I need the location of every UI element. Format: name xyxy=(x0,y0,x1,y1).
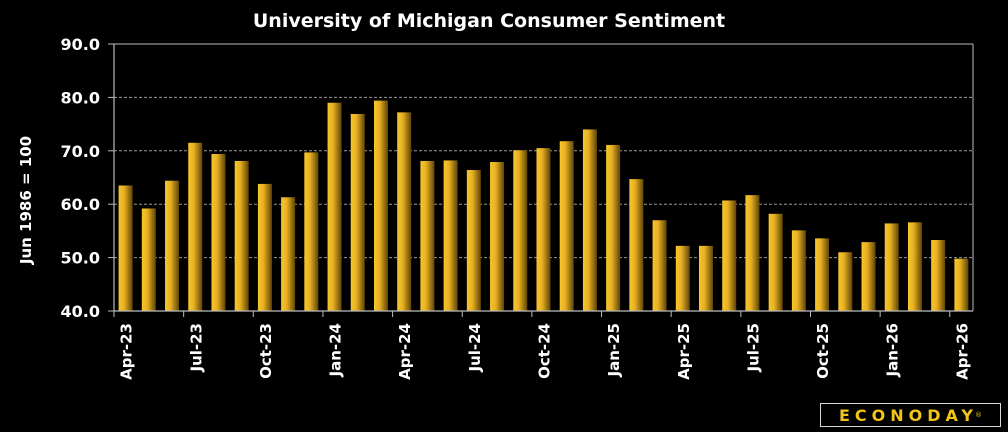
x-tick-label: Apr-23 xyxy=(118,323,136,380)
axes xyxy=(113,43,974,312)
bar xyxy=(536,148,551,311)
y-tick-label: 70.0 xyxy=(61,142,100,161)
bar xyxy=(652,220,667,311)
x-axis-ticks: Apr-23 Jul-23 Oct-23 Jan-24 Apr-24 Jul-24 Oct-… xyxy=(113,311,971,380)
y-axis-ticks: 40.0 50.0 60.0 70.0 80.0 90.0 xyxy=(61,35,114,321)
bar xyxy=(257,183,272,311)
bar xyxy=(791,230,806,311)
bar xyxy=(188,142,203,311)
bar xyxy=(722,200,737,311)
bar xyxy=(629,179,644,311)
bar xyxy=(559,141,574,311)
bar xyxy=(420,160,435,311)
bar xyxy=(490,162,505,311)
y-tick-label: 50.0 xyxy=(61,249,100,268)
bar xyxy=(373,100,388,311)
bar xyxy=(443,160,458,311)
bar xyxy=(768,213,783,311)
bar xyxy=(397,112,412,312)
x-tick-label: Oct-25 xyxy=(814,323,832,379)
x-tick-label: Oct-23 xyxy=(257,323,275,379)
y-tick-label: 80.0 xyxy=(61,88,100,107)
x-tick-label: Apr-25 xyxy=(675,323,693,380)
bar xyxy=(606,144,621,311)
x-tick-label: Jan-25 xyxy=(605,323,623,377)
registered-mark-icon: ® xyxy=(974,411,982,419)
bar xyxy=(165,180,180,311)
bar xyxy=(141,208,156,311)
chart-title: University of Michigan Consumer Sentimen… xyxy=(253,10,725,32)
bar xyxy=(861,242,876,311)
x-tick-label: Jan-24 xyxy=(327,323,345,377)
logo-text: ECONODAY xyxy=(839,405,978,425)
y-tick-label: 40.0 xyxy=(61,302,100,321)
bar xyxy=(513,150,528,311)
x-tick-label: Apr-24 xyxy=(396,323,414,380)
bar xyxy=(281,197,296,311)
bar xyxy=(118,185,133,311)
x-tick-label: Jul-24 xyxy=(466,323,484,373)
x-tick-label: Jul-25 xyxy=(744,323,762,373)
bar xyxy=(234,160,249,311)
bar xyxy=(327,102,342,312)
bar xyxy=(838,252,853,311)
bar xyxy=(211,154,226,311)
bar xyxy=(815,238,830,311)
x-tick-label: Apr-26 xyxy=(953,323,971,380)
y-axis-label: Jun 1986 = 100 xyxy=(17,136,35,265)
y-tick-label: 60.0 xyxy=(61,195,100,214)
x-tick-label: Jul-23 xyxy=(187,323,205,373)
bar xyxy=(675,245,690,311)
bar xyxy=(350,113,365,311)
bars xyxy=(118,100,969,312)
bar xyxy=(304,152,319,311)
bar xyxy=(466,170,481,311)
bar xyxy=(954,258,969,311)
bar xyxy=(699,245,714,311)
bar xyxy=(931,239,946,311)
bar xyxy=(907,222,922,311)
econoday-logo: ECONODAY ® xyxy=(820,403,1001,427)
x-tick-label: Oct-24 xyxy=(536,323,554,379)
x-tick-label: Jan-26 xyxy=(884,323,902,377)
bar xyxy=(884,223,899,311)
gridlines xyxy=(114,96,973,259)
y-tick-label: 90.0 xyxy=(61,35,100,54)
bar xyxy=(582,129,597,311)
bar xyxy=(745,195,760,311)
